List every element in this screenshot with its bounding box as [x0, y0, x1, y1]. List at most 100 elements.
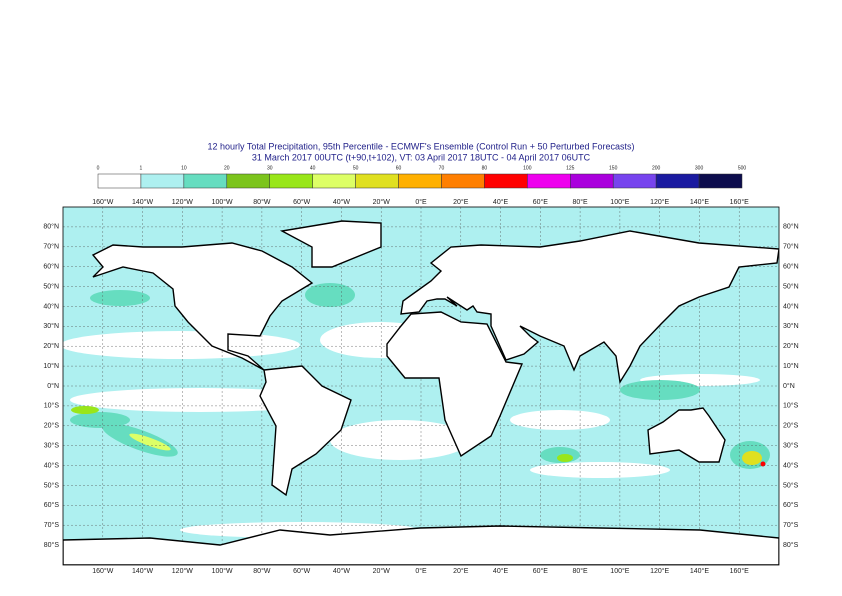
lat-label-right: 40°S	[783, 461, 799, 469]
colorbar-box	[398, 173, 442, 189]
lat-label-left: 40°N	[43, 302, 59, 310]
lon-label-top: 60°E	[533, 198, 549, 206]
lat-label-left: 30°N	[43, 322, 59, 330]
lon-label-top: 120°W	[172, 198, 193, 206]
colorbar-label: 60	[396, 165, 402, 171]
lat-label-left: 10°N	[43, 362, 59, 370]
lon-label-bottom: 120°W	[172, 567, 193, 575]
map-frame	[62, 206, 780, 566]
lat-label-right: 50°N	[783, 282, 799, 290]
lon-label-top: 0°E	[415, 198, 427, 206]
lat-label-right: 30°N	[783, 322, 799, 330]
lat-label-right: 80°N	[783, 223, 799, 231]
colorbar-label: 100	[523, 165, 532, 171]
greenland	[279, 220, 382, 268]
precip-blob	[305, 283, 355, 307]
lon-label-bottom: 140°E	[690, 567, 709, 575]
lat-label-right: 20°N	[783, 342, 799, 350]
dry-zone	[330, 420, 470, 460]
lon-label-bottom: 40°W	[333, 567, 351, 575]
lon-label-bottom: 40°E	[493, 567, 509, 575]
colorbar-label: 40	[310, 165, 316, 171]
dry-zone	[63, 331, 300, 359]
lon-label-bottom: 140°W	[132, 567, 153, 575]
lat-label-right: 10°S	[783, 402, 799, 410]
lat-label-right: 20°S	[783, 422, 799, 430]
lat-label-left: 0°N	[47, 382, 59, 390]
colorbar-box	[441, 173, 485, 189]
lat-label-right: 70°N	[783, 243, 799, 251]
lat-label-left: 30°S	[44, 442, 60, 450]
precip-blob	[90, 290, 150, 306]
lat-label-left: 80°S	[44, 541, 60, 549]
precip-blob	[620, 380, 700, 400]
lat-label-left: 20°S	[44, 422, 60, 430]
colorbar-label: 1	[140, 165, 143, 171]
colorbar-box	[612, 173, 657, 189]
colorbar-box	[484, 173, 528, 189]
lon-label-top: 20°W	[373, 198, 391, 206]
lon-label-bottom: 100°E	[610, 567, 629, 575]
lat-label-right: 60°S	[783, 501, 799, 509]
lat-label-left: 60°S	[44, 501, 60, 509]
lat-label-left: 40°S	[44, 461, 60, 469]
lon-label-top: 100°W	[212, 198, 233, 206]
lon-label-bottom: 20°W	[373, 567, 391, 575]
map	[62, 206, 780, 566]
dry-zone	[530, 462, 670, 478]
lat-label-left: 20°N	[43, 342, 59, 350]
lon-label-bottom: 60°E	[533, 567, 549, 575]
colorbar-label: 80	[482, 165, 488, 171]
lon-label-bottom: 120°E	[650, 567, 669, 575]
antarctica	[63, 525, 779, 565]
australia	[647, 407, 726, 463]
lat-label-left: 70°S	[44, 521, 60, 529]
colorbar-box	[140, 173, 185, 189]
dry-zone	[510, 410, 610, 430]
colorbar-label: 0	[97, 165, 100, 171]
colorbar-label: 150	[609, 165, 618, 171]
lat-label-left: 50°N	[43, 282, 59, 290]
lat-label-left: 10°S	[44, 402, 60, 410]
lon-label-top: 80°E	[572, 198, 588, 206]
lon-label-bottom: 0°E	[415, 567, 427, 575]
lon-label-top: 140°E	[690, 198, 709, 206]
precip-blob	[760, 461, 766, 467]
lat-label-left: 60°N	[43, 263, 59, 271]
lon-label-top: 160°E	[730, 198, 749, 206]
colorbar-box	[183, 173, 228, 189]
colorbar-label: 10	[181, 165, 187, 171]
colorbar-label: 300	[695, 165, 704, 171]
lat-label-right: 60°N	[783, 263, 799, 271]
colorbar-box	[312, 173, 356, 189]
lon-label-top: 80°W	[253, 198, 271, 206]
lon-label-bottom: 160°W	[92, 567, 113, 575]
lon-label-top: 100°E	[610, 198, 629, 206]
lat-label-right: 50°S	[783, 481, 799, 489]
colorbar-box	[269, 173, 313, 189]
precip-blob	[70, 412, 130, 428]
colorbar-box	[226, 173, 270, 189]
colorbar-label: 50	[353, 165, 359, 171]
precip-blob	[557, 454, 573, 462]
eurasia	[400, 230, 779, 384]
lon-label-bottom: 20°E	[453, 567, 469, 575]
lat-label-right: 10°N	[783, 362, 799, 370]
lon-label-bottom: 60°W	[293, 567, 311, 575]
lon-label-top: 160°W	[92, 198, 113, 206]
lon-label-top: 140°W	[132, 198, 153, 206]
colorbar-label: 30	[267, 165, 273, 171]
subtitle: 31 March 2017 00UTC (t+90,t+102), VT: 03…	[252, 152, 591, 162]
lon-label-bottom: 100°W	[212, 567, 233, 575]
precip-blob	[742, 451, 762, 465]
colorbar-label: 500	[738, 165, 747, 171]
precip-blob	[129, 433, 171, 451]
lat-label-left: 70°N	[43, 243, 59, 251]
colorbar-box	[698, 173, 743, 189]
lat-label-right: 70°S	[783, 521, 799, 529]
colorbar-label: 70	[439, 165, 445, 171]
coastlines	[63, 220, 779, 565]
lon-label-top: 20°E	[453, 198, 469, 206]
colorbar-label: 20	[224, 165, 230, 171]
colorbar-label: 125	[566, 165, 575, 171]
